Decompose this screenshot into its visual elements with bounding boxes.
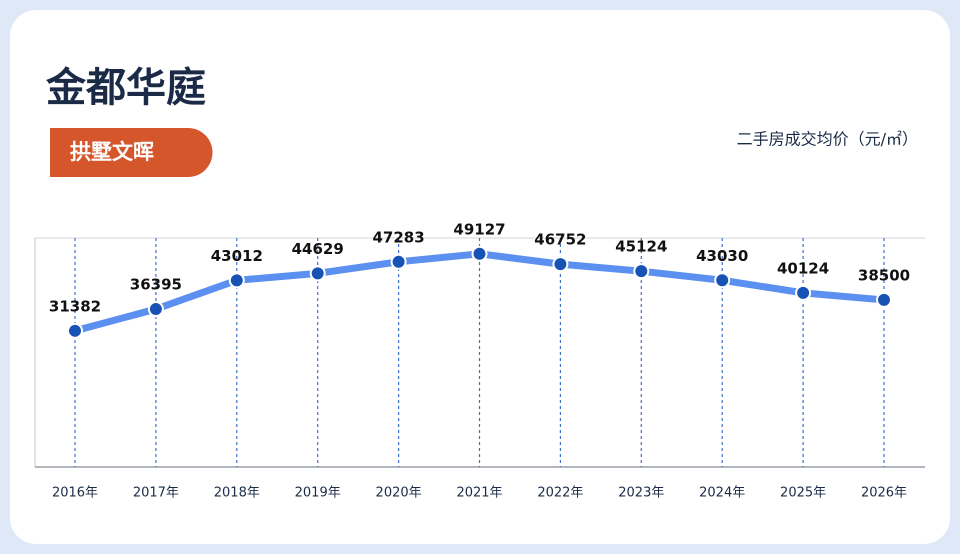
- data-label: 47283: [373, 228, 425, 246]
- data-label: 49127: [453, 220, 505, 238]
- point: [633, 263, 650, 280]
- x-tick-label: 2016年: [52, 486, 98, 501]
- data-label: 43030: [696, 247, 748, 265]
- data-label: 38500: [858, 266, 910, 284]
- point: [714, 272, 731, 289]
- chart-subtitle: 拱墅文晖: [70, 140, 154, 164]
- point: [795, 284, 812, 301]
- point: [552, 256, 569, 273]
- x-tick-label: 2023年: [618, 486, 664, 501]
- x-tick-label: 2026年: [861, 486, 907, 501]
- point: [228, 272, 245, 289]
- chart-title: 金都华庭: [45, 65, 206, 111]
- data-label: 36395: [130, 276, 182, 294]
- point: [309, 265, 326, 282]
- x-tick-label: 2022年: [537, 486, 583, 501]
- x-tick-label: 2018年: [214, 486, 260, 501]
- point: [147, 301, 164, 318]
- data-label: 31382: [49, 297, 101, 315]
- data-label: 46752: [534, 231, 586, 249]
- x-tick-label: 2024年: [699, 486, 745, 501]
- point: [471, 245, 488, 262]
- x-tick-label: 2021年: [456, 486, 502, 501]
- x-tick-label: 2020年: [376, 486, 422, 501]
- point: [390, 253, 407, 270]
- x-tick-label: 2017年: [133, 486, 179, 501]
- x-tick-label: 2019年: [295, 486, 341, 501]
- data-label: 40124: [777, 259, 829, 277]
- data-label: 43012: [211, 247, 263, 265]
- point: [876, 291, 892, 308]
- data-label: 45124: [615, 238, 667, 256]
- point: [67, 322, 83, 339]
- y-axis-label: 二手房成交均价（元/㎡）: [737, 130, 918, 149]
- badge: [50, 128, 213, 177]
- data-label: 44629: [292, 240, 344, 258]
- x-tick-label: 2025年: [780, 486, 826, 501]
